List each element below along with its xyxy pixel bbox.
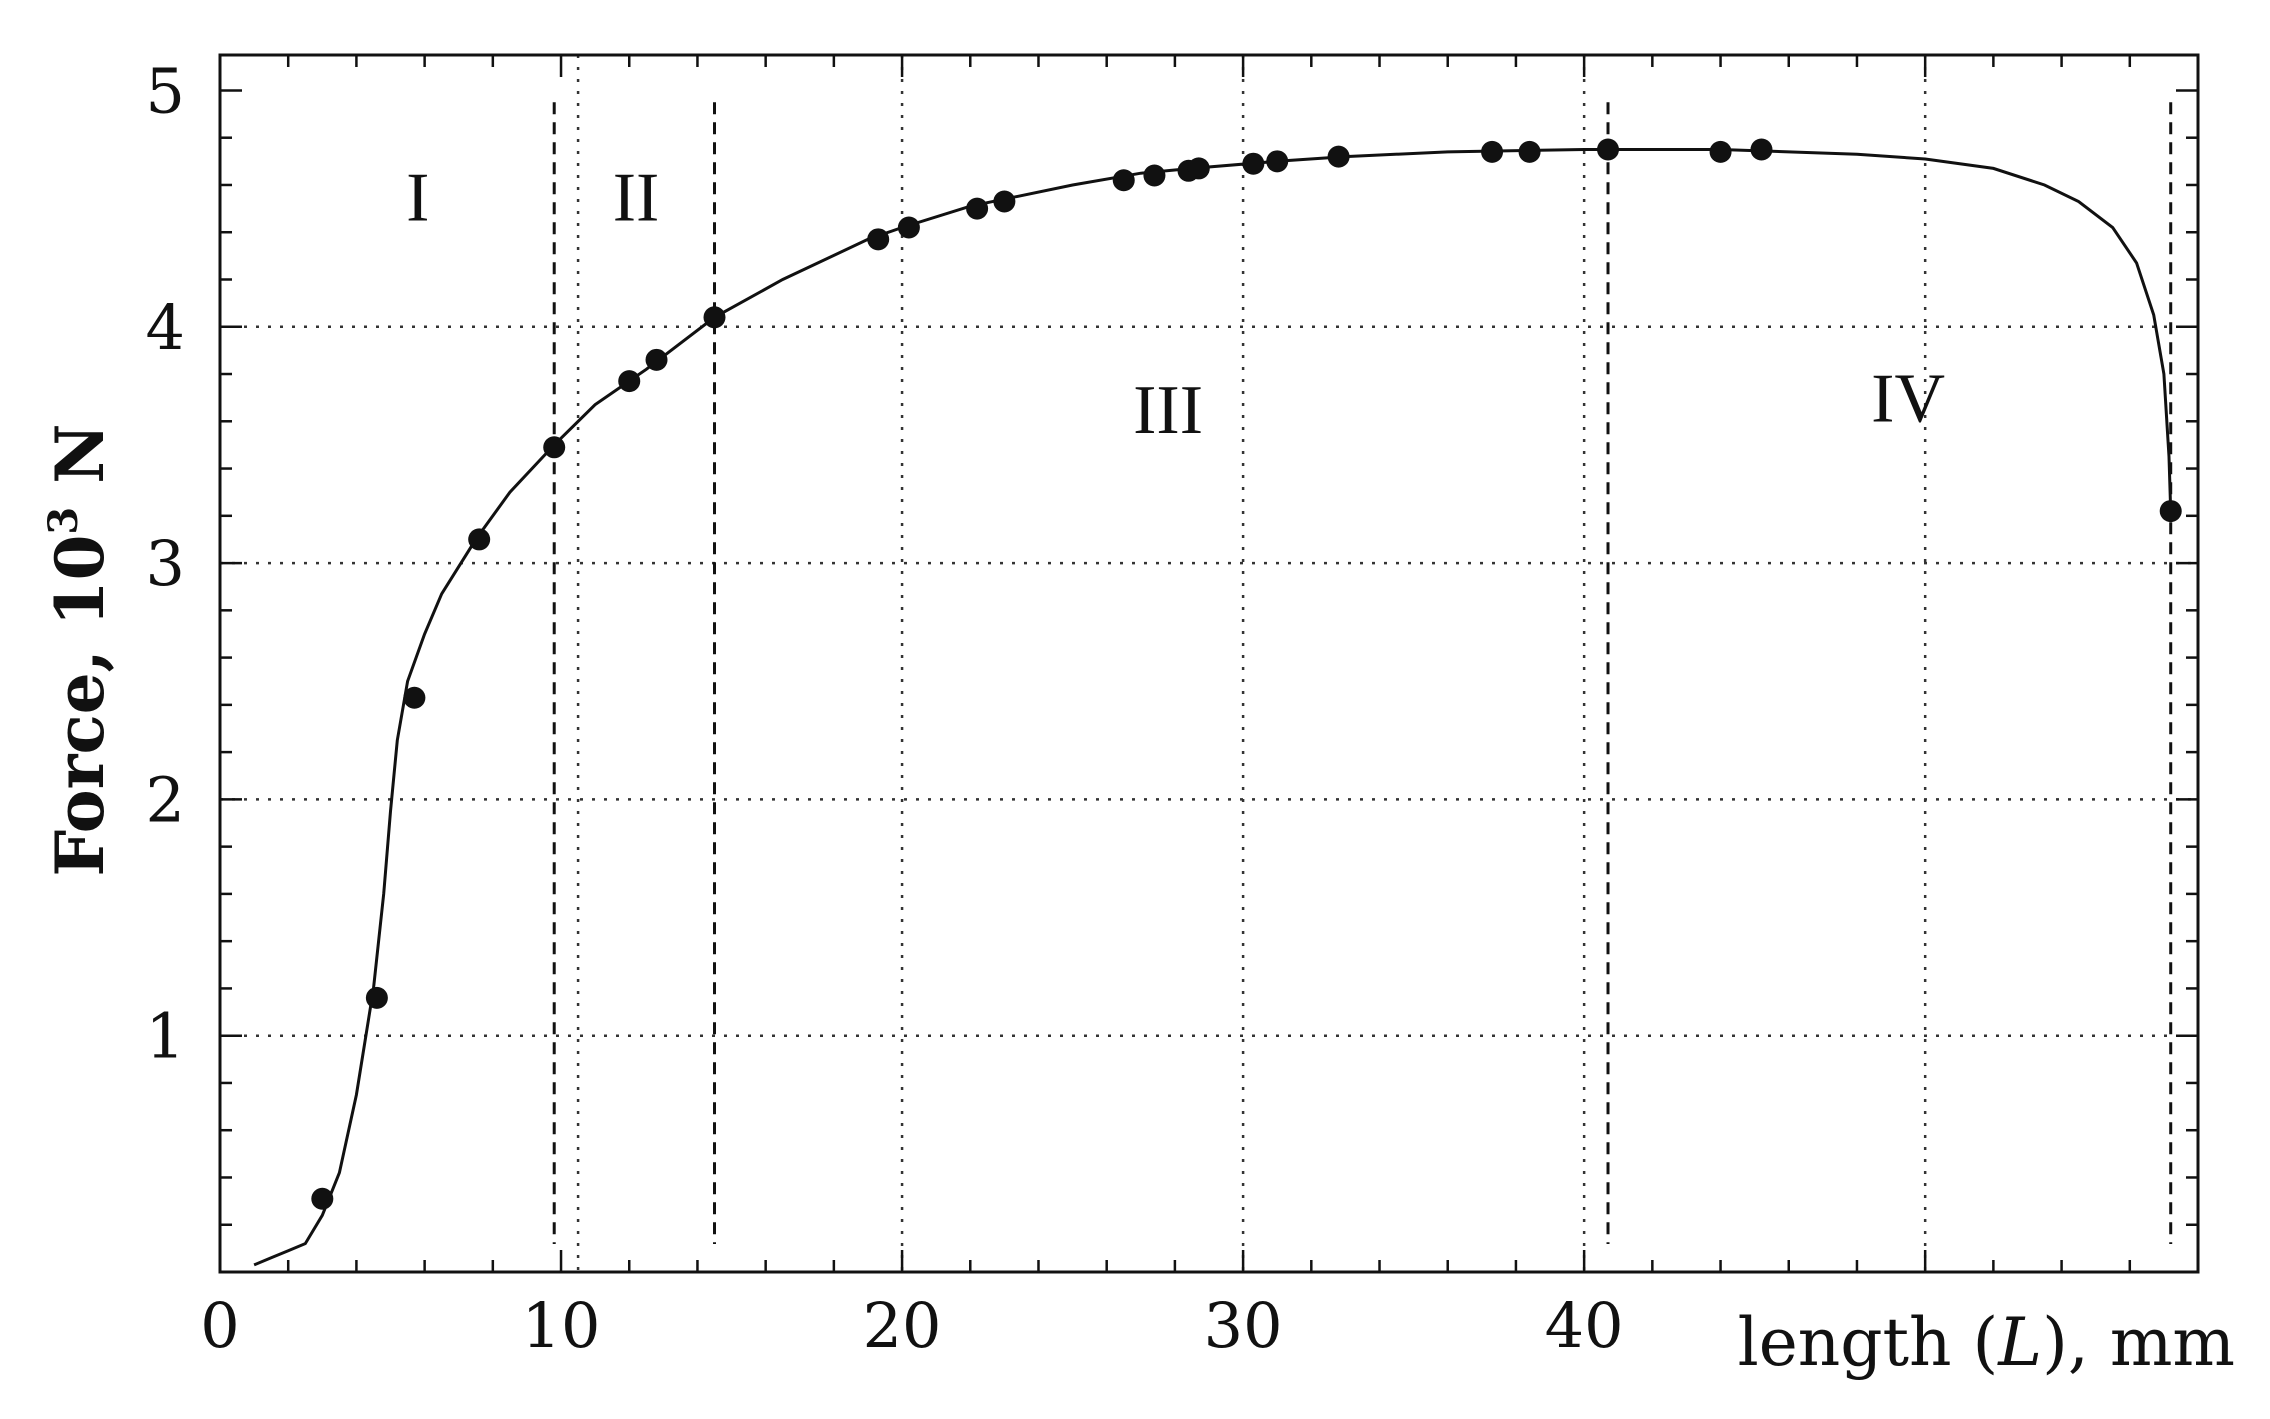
- region-label-III: III: [1133, 372, 1203, 449]
- grid-lines: [220, 55, 2198, 1272]
- x-tick-label: 40: [1545, 1289, 1624, 1362]
- data-point: [1709, 140, 1732, 163]
- data-point: [618, 370, 641, 393]
- data-point: [1143, 164, 1166, 187]
- x-tick-label: 0: [200, 1289, 239, 1362]
- data-point: [867, 228, 890, 251]
- data-point: [543, 436, 566, 459]
- x-axis-label-var: L: [1997, 1304, 2042, 1381]
- data-markers: [311, 138, 2182, 1210]
- data-point: [468, 528, 491, 551]
- data-point: [703, 306, 726, 329]
- data-point: [1750, 138, 1773, 161]
- force-curve: [253, 148, 2173, 1267]
- data-point: [1242, 152, 1265, 175]
- y-tick-label: 5: [146, 54, 185, 127]
- data-point: [1112, 169, 1135, 192]
- y-tick-label: 3: [146, 527, 185, 600]
- data-point: [365, 986, 388, 1009]
- data-point: [966, 197, 989, 220]
- x-axis-label-suffix: ), mm: [2042, 1304, 2235, 1381]
- data-point: [1327, 145, 1350, 168]
- data-point: [1187, 157, 1210, 180]
- y-tick-label: 4: [146, 291, 185, 364]
- x-axis-label: length (L), mm: [1738, 1304, 2235, 1381]
- data-point: [1518, 140, 1541, 163]
- data-point: [645, 348, 668, 371]
- y-tick-label: 1: [146, 1000, 185, 1073]
- data-point: [403, 686, 426, 709]
- tick-labels: 0 10 20 30 40 1 2 3 4 5: [146, 54, 1624, 1362]
- x-tick-label: 30: [1204, 1289, 1283, 1362]
- axis-ticks: [220, 55, 2198, 1272]
- data-point: [311, 1187, 334, 1210]
- x-tick-label: 10: [522, 1289, 601, 1362]
- y-axis-label: Force, 103 N: [40, 423, 119, 876]
- data-point: [1266, 150, 1289, 173]
- data-point: [897, 216, 920, 239]
- data-point: [2159, 500, 2182, 523]
- y-axis-label-main: Force, 10: [41, 535, 119, 877]
- y-axis-label-unit: N: [41, 423, 119, 506]
- region-label-I: I: [406, 159, 429, 236]
- x-axis-label-prefix: length (: [1738, 1304, 1999, 1381]
- y-tick-label: 2: [146, 763, 185, 836]
- data-point: [993, 190, 1016, 213]
- y-axis-label-sup: 3: [40, 507, 87, 535]
- region-label-II: II: [613, 159, 660, 236]
- region-label-IV: IV: [1871, 360, 1945, 437]
- data-point: [1597, 138, 1620, 161]
- x-tick-label: 20: [863, 1289, 942, 1362]
- plot-frame: [218, 53, 2200, 1274]
- region-boundaries: [552, 102, 2173, 1244]
- data-point: [1481, 140, 1504, 163]
